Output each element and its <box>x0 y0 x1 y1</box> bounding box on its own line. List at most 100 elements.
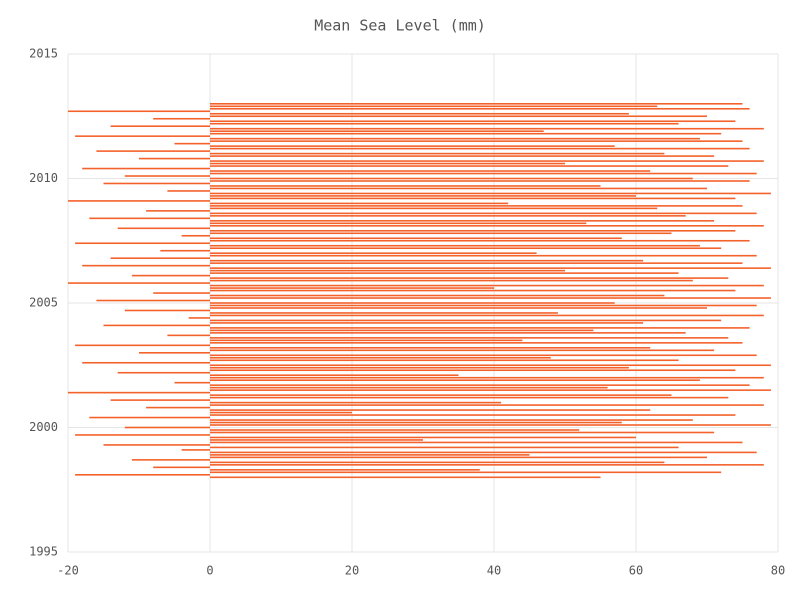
bar <box>210 262 743 264</box>
bar <box>124 175 210 177</box>
bar <box>210 152 665 155</box>
y-tick-label: 2015 <box>29 47 58 61</box>
bar <box>210 396 729 399</box>
bar <box>210 132 722 135</box>
bar <box>210 369 736 372</box>
bar <box>210 185 601 187</box>
bar <box>210 187 707 190</box>
bar <box>75 135 210 137</box>
y-tick-label: 1995 <box>29 545 58 559</box>
bar <box>210 220 715 222</box>
bar <box>68 200 210 202</box>
bar <box>75 242 210 245</box>
bar <box>210 386 608 389</box>
bar <box>210 337 729 339</box>
bar <box>210 439 423 441</box>
bar <box>210 212 757 215</box>
x-tick-label: -20 <box>57 564 79 578</box>
bar <box>210 267 771 269</box>
y-tick-label: 2000 <box>29 420 58 434</box>
bar <box>68 110 210 113</box>
bar <box>139 157 210 160</box>
bar <box>146 210 210 212</box>
bar <box>210 364 771 367</box>
bar <box>82 361 210 364</box>
bar <box>210 376 764 379</box>
bar <box>210 349 715 352</box>
bar <box>210 429 580 431</box>
bar <box>210 347 651 349</box>
bar <box>82 264 210 267</box>
bar <box>153 292 210 294</box>
bar <box>210 215 686 217</box>
bar <box>210 356 551 359</box>
bar <box>110 257 210 259</box>
y-tick-label: 2010 <box>29 171 58 185</box>
bar <box>210 137 700 140</box>
bar <box>75 474 210 476</box>
bar <box>174 142 210 145</box>
bar <box>210 287 494 289</box>
bar <box>210 446 679 449</box>
bar <box>89 416 210 419</box>
bar <box>153 117 210 120</box>
bar <box>210 431 715 434</box>
bar <box>210 180 750 182</box>
bar <box>210 424 771 426</box>
x-tick-label: 40 <box>487 564 501 578</box>
bar <box>210 147 750 150</box>
bar <box>103 324 210 327</box>
bar <box>110 125 210 128</box>
bar <box>210 170 651 172</box>
bar <box>210 127 764 130</box>
bar <box>131 274 210 277</box>
bar <box>210 421 622 424</box>
bar <box>210 456 707 459</box>
bar <box>210 339 523 342</box>
bar <box>153 466 210 469</box>
x-tick-label: 20 <box>345 564 359 578</box>
bar <box>210 441 743 444</box>
bar <box>210 130 544 132</box>
bar <box>210 329 594 332</box>
bar <box>210 155 715 157</box>
y-tick-label: 2005 <box>29 296 58 310</box>
bar <box>210 414 736 416</box>
bar <box>210 327 750 329</box>
bar <box>210 411 352 414</box>
bar <box>188 317 210 319</box>
bar <box>210 454 530 456</box>
chart-title: Mean Sea Level (mm) <box>314 17 486 35</box>
bar <box>75 344 210 347</box>
bar <box>210 394 672 396</box>
bar <box>210 409 651 411</box>
bar <box>210 401 502 404</box>
bar <box>167 334 210 337</box>
bar <box>210 319 722 322</box>
bar <box>210 461 665 464</box>
bar <box>210 284 764 287</box>
bar <box>160 249 210 252</box>
bar <box>210 252 537 254</box>
bar <box>210 307 707 309</box>
bar <box>210 304 757 307</box>
bar <box>210 436 636 439</box>
bar <box>210 476 601 479</box>
bar <box>210 374 459 377</box>
bar <box>210 247 722 250</box>
bar <box>181 234 210 237</box>
bar <box>210 107 750 110</box>
bar <box>210 277 729 279</box>
bar <box>139 352 210 354</box>
bar <box>103 182 210 185</box>
bar <box>210 222 587 225</box>
bar <box>210 464 764 466</box>
bar <box>210 232 672 235</box>
bar <box>210 404 764 406</box>
bar <box>210 165 729 167</box>
bar <box>210 297 771 299</box>
bar <box>68 391 210 394</box>
bar <box>210 289 736 292</box>
bar <box>210 197 736 200</box>
